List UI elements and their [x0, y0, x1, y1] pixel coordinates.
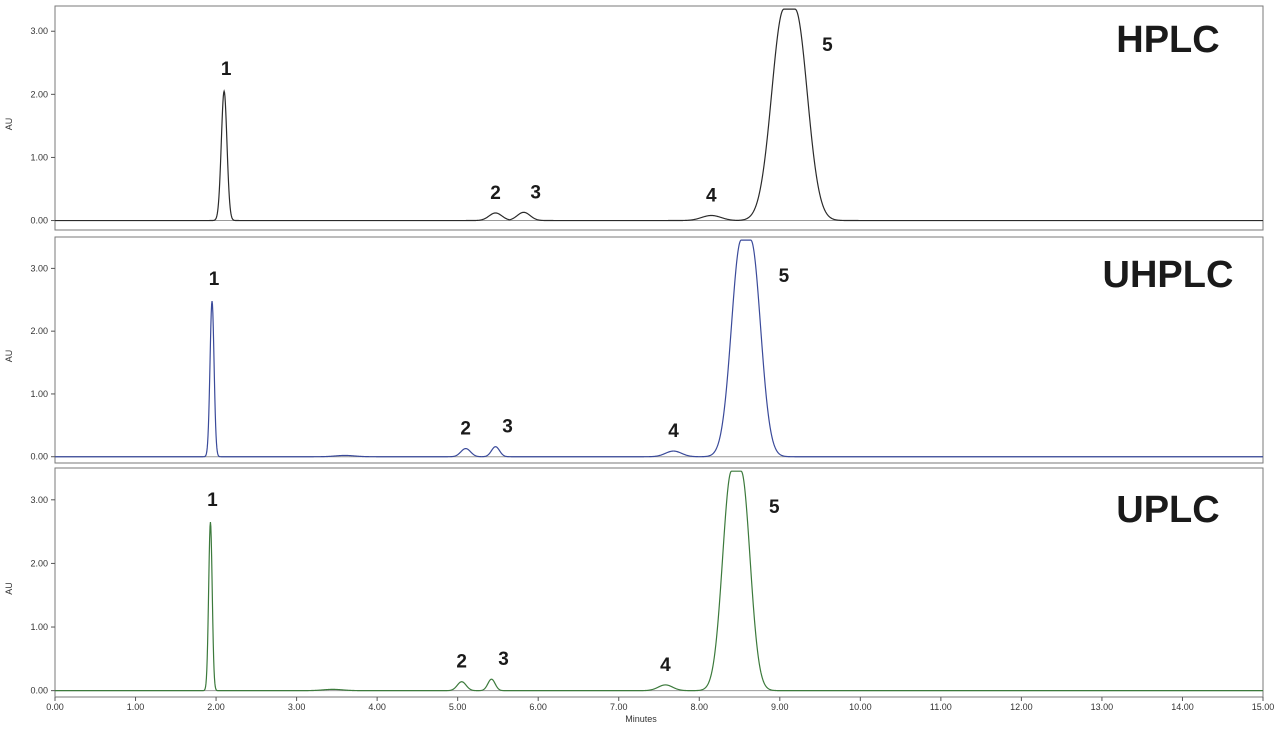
panel-title: UHPLC — [1103, 254, 1234, 296]
y-axis-label: AU — [4, 582, 14, 595]
x-tick-label: 15.00 — [1252, 702, 1275, 712]
y-tick-label: 1.00 — [30, 389, 48, 399]
panel-title: HPLC — [1116, 19, 1219, 61]
peak-label-4: 4 — [706, 185, 717, 206]
peak-label-4: 4 — [668, 421, 679, 442]
x-tick-label: 7.00 — [610, 702, 628, 712]
x-tick-label: 9.00 — [771, 702, 789, 712]
y-tick-label: 1.00 — [30, 622, 48, 632]
x-tick-label: 1.00 — [127, 702, 145, 712]
x-tick-label: 12.00 — [1010, 702, 1033, 712]
peak-label-5: 5 — [779, 266, 790, 287]
peak-label-3: 3 — [502, 417, 513, 438]
plot-frame — [54, 236, 1264, 464]
x-tick-label: 2.00 — [207, 702, 225, 712]
peak-label-5: 5 — [769, 497, 780, 518]
peak-label-1: 1 — [207, 490, 218, 511]
x-tick-label: 13.00 — [1091, 702, 1114, 712]
y-tick-label: 3.00 — [30, 263, 48, 273]
plot-frame — [54, 467, 1264, 698]
x-tick-label: 14.00 — [1171, 702, 1194, 712]
x-tick-label: 10.00 — [849, 702, 872, 712]
peak-label-1: 1 — [209, 269, 220, 290]
y-tick-label: 1.00 — [30, 152, 48, 162]
y-axis-label: AU — [4, 350, 14, 363]
y-tick-label: 2.00 — [30, 558, 48, 568]
x-tick-label: 6.00 — [529, 702, 547, 712]
y-tick-label: 0.00 — [30, 452, 48, 462]
y-axis-label: AU — [4, 118, 14, 131]
x-tick-label: 5.00 — [449, 702, 467, 712]
y-tick-label: 0.00 — [30, 216, 48, 226]
y-tick-label: 2.00 — [30, 89, 48, 99]
peak-label-4: 4 — [660, 655, 671, 676]
peak-label-2: 2 — [490, 183, 501, 204]
chromatogram-trace — [55, 470, 1263, 692]
y-tick-label: 3.00 — [30, 26, 48, 36]
y-tick-label: 0.00 — [30, 686, 48, 696]
peak-label-3: 3 — [498, 649, 509, 670]
x-tick-label: 11.00 — [930, 702, 952, 712]
peak-label-2: 2 — [456, 652, 467, 673]
y-tick-label: 2.00 — [30, 326, 48, 336]
peak-label-5: 5 — [822, 35, 833, 56]
panel-title: UPLC — [1116, 489, 1219, 531]
peak-label-2: 2 — [460, 419, 471, 440]
peak-label-3: 3 — [530, 182, 541, 203]
peak-label-1: 1 — [221, 59, 232, 80]
plot-frame — [54, 5, 1264, 231]
x-tick-label: 8.00 — [691, 702, 709, 712]
x-tick-label: 4.00 — [368, 702, 386, 712]
chromatogram-trace — [55, 8, 1263, 222]
y-tick-label: 3.00 — [30, 495, 48, 505]
x-axis-label: Minutes — [625, 714, 657, 724]
x-tick-label: 0.00 — [46, 702, 64, 712]
chromatogram-trace — [55, 239, 1263, 458]
x-tick-label: 3.00 — [288, 702, 306, 712]
